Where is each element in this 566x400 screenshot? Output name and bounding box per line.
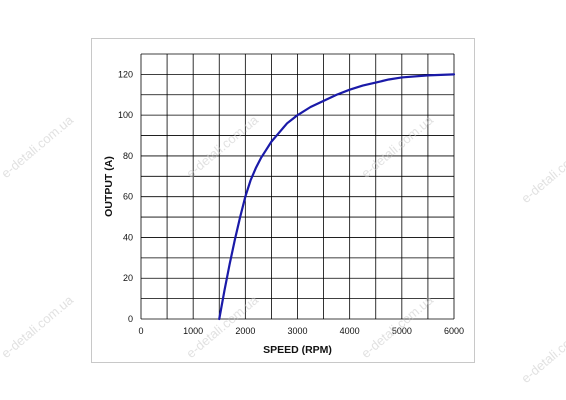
chart-frame: 0 1000 2000 3000 4000 5000 6000 0 20 40 60 80 100 12… [91,38,475,363]
x-tick-labels: 0 1000 2000 3000 4000 5000 6000 [138,326,464,336]
x-tick-label: 5000 [392,326,412,336]
watermark-text: e-detali.com.ua [0,292,77,361]
y-tick-label: 100 [118,110,133,120]
x-tick-label: 6000 [444,326,464,336]
x-tick-label: 3000 [287,326,307,336]
y-tick-label: 80 [123,151,133,161]
watermark-text: e-detali.com.ua [518,317,566,386]
x-tick-label: 4000 [340,326,360,336]
watermark-text: e-detali.com.ua [518,137,566,206]
y-tick-label: 0 [128,314,133,324]
y-tick-label: 40 [123,232,133,242]
watermark-text: e-detali.com.ua [0,112,77,181]
y-tick-labels: 0 20 40 60 80 100 120 [118,69,133,324]
y-tick-label: 120 [118,69,133,79]
x-tick-label: 2000 [235,326,255,336]
output-curve [218,73,456,321]
chart: 0 1000 2000 3000 4000 5000 6000 0 20 40 60 80 100 12… [103,53,464,356]
x-axis-label: SPEED (RPM) [263,344,332,356]
y-tick-label: 20 [123,273,133,283]
y-tick-label: 60 [123,192,133,202]
x-tick-label: 0 [138,326,143,336]
grid [140,53,455,320]
x-tick-label: 1000 [183,326,203,336]
y-axis-label: OUTPUT (A) [103,156,115,217]
